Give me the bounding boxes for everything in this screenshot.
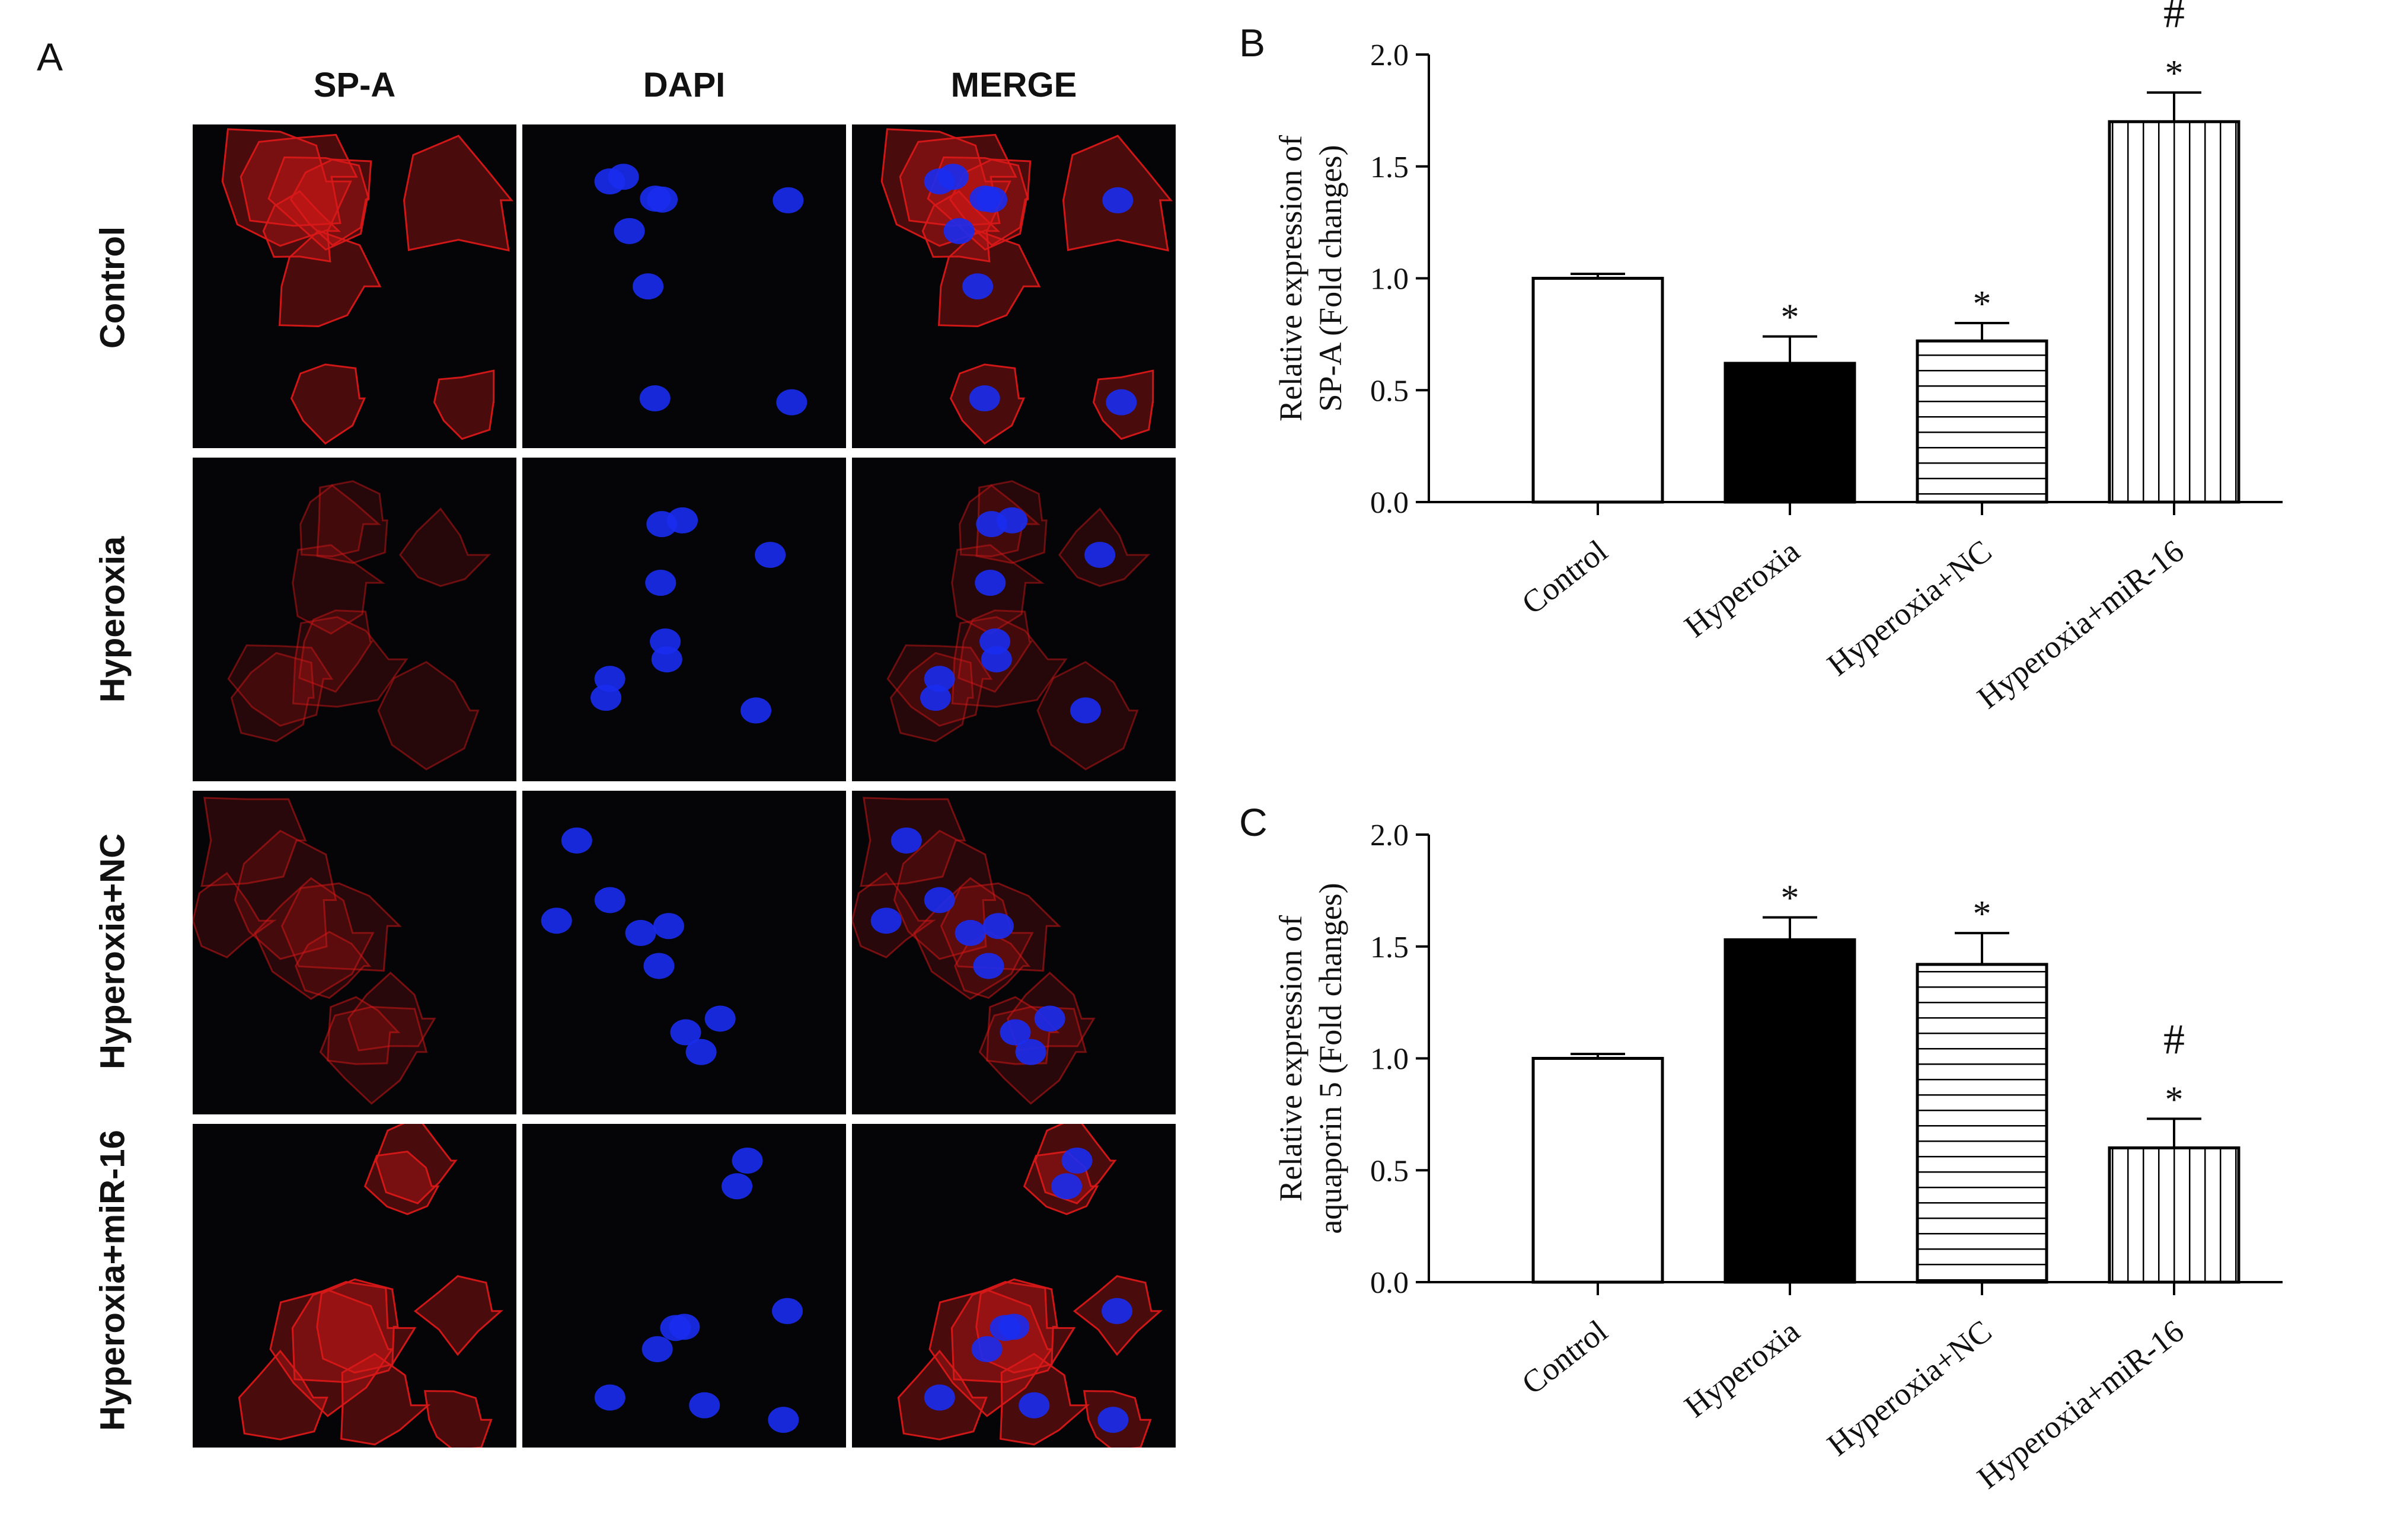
chart-c: C 0.0 0.5 1.0 1.5 2.0 Relative expression of aq… <box>1239 800 2283 1496</box>
bar-hyperoxia-mir-16 <box>2108 120 2240 504</box>
significance-star: * <box>1973 284 1991 324</box>
micrograph-hyperoxia-merge <box>852 458 1176 781</box>
y-tick-label: 2.0 <box>1370 819 1409 852</box>
panel-letter-c: C <box>1239 800 1268 844</box>
significance-hash: # <box>2163 1015 2185 1063</box>
y-axis-label-line2: SP-A (Fold changes) <box>1313 145 1348 412</box>
row-label-hyperoxia-nc: Hyperoxia+NC <box>93 833 132 1070</box>
significance-hash: # <box>2163 0 2185 37</box>
y-axis-label-line2: aquaporin 5 (Fold changes) <box>1313 883 1348 1234</box>
row-label-control: Control <box>93 226 132 349</box>
bar-control <box>1531 1057 1664 1284</box>
micrograph-control-merge <box>852 124 1176 448</box>
micrograph-hyperoxia-mir16-merge <box>852 1124 1176 1448</box>
x-tick-label: Hyperoxia+miR-16 <box>1971 1313 2191 1496</box>
bar-hyperoxia <box>1723 938 1856 1284</box>
x-tick-label: Control <box>1515 533 1614 621</box>
micrograph-control-dapi <box>522 124 846 448</box>
y-tick-label: 1.5 <box>1370 151 1409 184</box>
y-tick-label: 0.0 <box>1370 486 1409 520</box>
y-tick-label: 1.0 <box>1370 263 1409 296</box>
row-label-hyperoxia-mir16: Hyperoxia+miR-16 <box>93 1130 132 1431</box>
micrograph-hyperoxia-mir16-spa <box>193 1124 516 1448</box>
y-axis-label-line1: Relative expression of <box>1273 915 1308 1202</box>
bar-hyperoxia-nc <box>1916 339 2048 504</box>
panel-letter-b: B <box>1239 21 1265 65</box>
y-tick-label: 2.0 <box>1370 39 1409 72</box>
micrograph-hyperoxia-mir16-dapi <box>522 1124 846 1448</box>
micrograph-hyperoxia-nc-dapi <box>522 791 846 1114</box>
significance-star: * <box>1973 894 1991 934</box>
y-tick-label: 0.5 <box>1370 374 1409 408</box>
x-tick-label: Hyperoxia <box>1678 1313 1807 1424</box>
significance-star: * <box>1781 878 1799 919</box>
micrograph-control-spa <box>193 124 516 448</box>
bar-hyperoxia-mir-16 <box>2108 1146 2240 1284</box>
y-tick-label: 1.0 <box>1370 1043 1409 1076</box>
column-header-dapi: DAPI <box>643 66 726 104</box>
y-axis-label-line1: Relative expression of <box>1273 135 1308 421</box>
x-tick-label: Hyperoxia+miR-16 <box>1971 533 2191 715</box>
row-label-hyperoxia: Hyperoxia <box>93 536 132 703</box>
y-tick-label: 1.5 <box>1370 931 1409 964</box>
x-tick-label: Control <box>1515 1313 1614 1401</box>
y-tick-label: 0.5 <box>1370 1154 1409 1188</box>
chart-b: B 0.0 0.5 1.0 1.5 2.0 Relative expression of SP… <box>1239 0 2283 715</box>
bar-hyperoxia <box>1723 362 1856 504</box>
micrograph-hyperoxia-nc-merge <box>852 791 1176 1114</box>
significance-star: * <box>2165 53 2184 94</box>
micrograph-hyperoxia-spa <box>193 458 516 781</box>
micrograph-hyperoxia-dapi <box>522 458 846 781</box>
significance-star: * <box>2165 1079 2184 1120</box>
column-header-spa: SP-A <box>313 66 396 104</box>
column-header-merge: MERGE <box>950 66 1077 104</box>
significance-star: * <box>1781 298 1799 338</box>
bar-control <box>1531 277 1664 504</box>
micrograph-hyperoxia-nc-spa <box>193 791 516 1114</box>
y-tick-label: 0.0 <box>1370 1266 1409 1300</box>
x-tick-label: Hyperoxia <box>1678 533 1807 644</box>
bar-hyperoxia-nc <box>1916 963 2048 1284</box>
panel-a-letter: A <box>37 35 63 79</box>
x-tick-label: Hyperoxia+NC <box>1821 1313 1999 1463</box>
x-tick-label: Hyperoxia+NC <box>1821 533 1999 683</box>
